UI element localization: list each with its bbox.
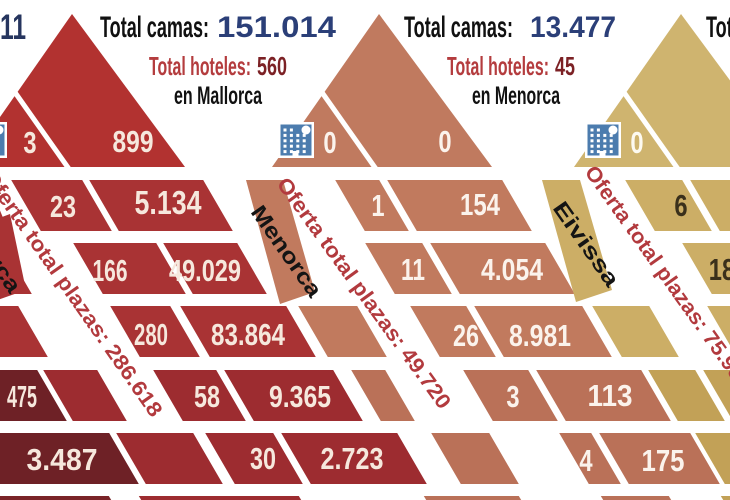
svg-text:Total camas:: Total camas: — [404, 11, 513, 44]
svg-text:0: 0 — [438, 124, 451, 159]
svg-text:8.981: 8.981 — [509, 318, 571, 353]
svg-text:0: 0 — [323, 125, 336, 160]
svg-text:151.014: 151.014 — [217, 11, 337, 44]
svg-text:3: 3 — [23, 125, 36, 160]
svg-text:83.864: 83.864 — [211, 317, 286, 352]
svg-text:175: 175 — [642, 443, 685, 478]
svg-text:30: 30 — [250, 441, 276, 476]
svg-text:560: 560 — [257, 51, 287, 81]
svg-text:58: 58 — [194, 379, 220, 414]
svg-text:6: 6 — [674, 188, 687, 223]
svg-text:11: 11 — [401, 252, 425, 287]
svg-text:154: 154 — [460, 187, 501, 222]
svg-text:1: 1 — [371, 188, 384, 223]
svg-text:4.054: 4.054 — [481, 252, 544, 287]
svg-text:4: 4 — [579, 443, 593, 478]
svg-text:45: 45 — [555, 51, 575, 81]
svg-text:13.477: 13.477 — [530, 11, 616, 44]
svg-text:475: 475 — [7, 379, 37, 414]
svg-text:Total camas:: Total camas: — [100, 11, 209, 44]
svg-text:113: 113 — [588, 378, 633, 413]
svg-text:899: 899 — [113, 124, 154, 159]
svg-text:18: 18 — [709, 252, 730, 287]
svg-text:23: 23 — [50, 189, 76, 224]
svg-text:49.029: 49.029 — [169, 253, 241, 288]
svg-text:Total hoteles:: Total hoteles: — [447, 51, 549, 81]
svg-text:0: 0 — [630, 125, 643, 160]
svg-text:280: 280 — [134, 317, 168, 352]
svg-text:Total camas:: Total camas: — [706, 11, 730, 44]
svg-text:3: 3 — [506, 379, 519, 414]
svg-text:26: 26 — [453, 318, 479, 353]
svg-text:Total hoteles:: Total hoteles: — [149, 51, 251, 81]
svg-text:en Menorca: en Menorca — [472, 82, 561, 110]
svg-text:9.365: 9.365 — [269, 379, 331, 414]
svg-text:11: 11 — [0, 8, 26, 47]
svg-text:166: 166 — [93, 253, 128, 288]
svg-text:5.134: 5.134 — [135, 184, 203, 221]
svg-text:en Mallorca: en Mallorca — [174, 82, 263, 110]
svg-text:2.723: 2.723 — [321, 441, 384, 476]
svg-text:3.487: 3.487 — [27, 442, 98, 477]
